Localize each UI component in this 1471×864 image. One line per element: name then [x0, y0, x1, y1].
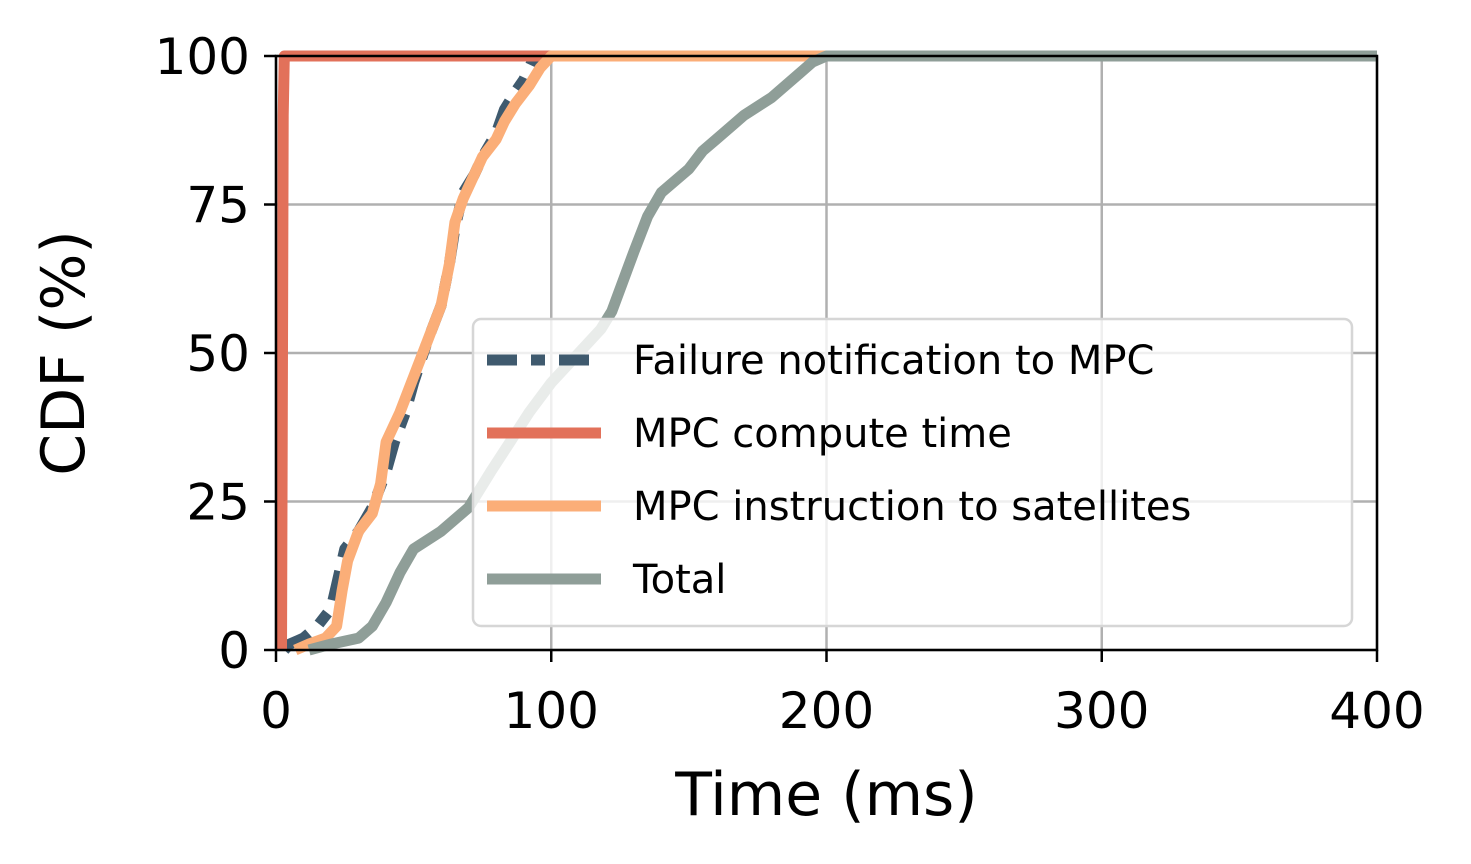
y-tick-label-75: 75: [186, 177, 250, 235]
y-axis-title: CDF (%): [29, 230, 99, 476]
x-tick-label-200: 200: [779, 682, 874, 740]
y-tick-label-50: 50: [186, 325, 250, 383]
x-axis-title: Time (ms): [674, 760, 977, 830]
legend: Failure notification to MPC MPC compute …: [471, 317, 1354, 628]
x-tick-label-400: 400: [1329, 682, 1424, 740]
x-tick-label-0: 0: [260, 682, 292, 740]
legend-label-mpc-compute: MPC compute time: [633, 411, 1012, 457]
legend-label-mpc-instruction: MPC instruction to satellites: [633, 484, 1191, 530]
y-tick-label-0: 0: [218, 622, 250, 680]
y-tick-label-25: 25: [186, 474, 250, 532]
y-tick-label-100: 100: [155, 28, 250, 86]
legend-box: [471, 317, 1354, 628]
axis-ticks: 0 100 200 300 400 0 25 50 75 100: [155, 28, 1425, 740]
legend-label-failure-notification: Failure notification to MPC: [633, 338, 1154, 384]
x-tick-label-100: 100: [504, 682, 599, 740]
series-line-2: [293, 50, 1377, 656]
legend-label-total: Total: [632, 557, 726, 603]
x-tick-label-300: 300: [1054, 682, 1149, 740]
